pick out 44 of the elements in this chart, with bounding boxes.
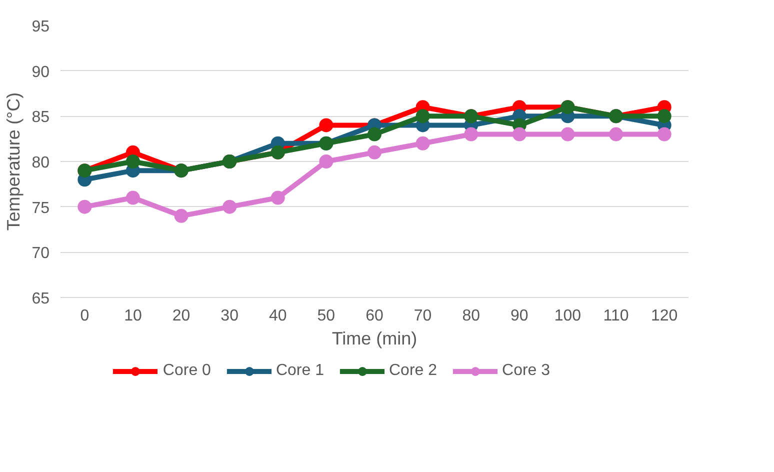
x-axis-title: Time (min)	[332, 328, 418, 348]
point	[416, 136, 430, 150]
point	[126, 154, 140, 168]
point	[416, 109, 430, 124]
y-tick-label: 65	[32, 290, 50, 308]
point	[464, 127, 478, 142]
point	[560, 127, 575, 142]
x-tick-label: 110	[603, 308, 629, 324]
legend-label: Core 2	[388, 362, 438, 380]
point	[368, 127, 382, 142]
point	[657, 109, 672, 124]
point	[222, 200, 237, 214]
x-tick-label: 50	[317, 308, 336, 324]
x-tick-label: 20	[172, 308, 190, 324]
x-tick-label: 60	[366, 308, 384, 324]
y-tick-label: 85	[32, 109, 50, 126]
point	[78, 200, 92, 214]
y-tick-label: 70	[32, 245, 50, 262]
y-tick-label: 75	[32, 200, 50, 217]
legend-label: Core 1	[276, 362, 324, 380]
x-tick-label: 90	[510, 308, 528, 324]
x-tick-label: 10	[124, 308, 142, 324]
y-tick-label: 80	[32, 154, 50, 172]
point	[126, 190, 140, 205]
x-tick-label: 100	[554, 308, 582, 324]
x-tick-label: 0	[80, 308, 90, 324]
point	[319, 118, 334, 132]
legend-label: Core 3	[502, 362, 550, 380]
point	[512, 127, 526, 142]
x-tick-label: 120	[651, 308, 678, 324]
x-tick-label: 30	[220, 308, 239, 324]
point	[609, 127, 624, 142]
point	[319, 154, 334, 168]
y-tick-label: 95	[32, 18, 50, 36]
y-axis-title: Temperature (°C)	[4, 92, 24, 231]
point	[270, 190, 285, 205]
y-tick-label: 90	[32, 64, 50, 81]
x-tick-label: 40	[268, 308, 287, 324]
point	[368, 145, 382, 160]
point	[657, 127, 672, 142]
x-tick-label: 80	[462, 308, 480, 324]
x-tick-label: 70	[414, 308, 432, 324]
legend-label: Core 0	[162, 362, 211, 380]
point	[174, 208, 188, 223]
